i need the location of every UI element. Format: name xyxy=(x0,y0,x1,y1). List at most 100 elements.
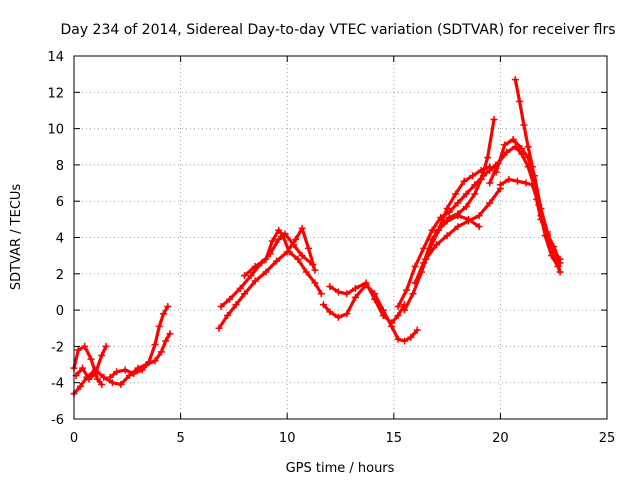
data-point-marker xyxy=(420,244,428,252)
data-point-marker xyxy=(217,302,225,310)
series-track-i xyxy=(326,279,408,327)
axis-ticks: 0 5 10 15 20 25 -6 -4 -2 0 2 4 6 8 10 12 14 xyxy=(47,50,615,446)
data-series xyxy=(70,76,564,398)
data-point-marker xyxy=(411,279,419,287)
data-point-marker xyxy=(102,342,110,350)
data-point-marker xyxy=(145,359,153,367)
y-axis-label: SDTVAR / TECUs xyxy=(9,184,24,291)
data-point-marker xyxy=(326,308,334,316)
data-point-marker xyxy=(413,326,421,334)
data-point-marker xyxy=(403,286,411,294)
data-point-marker xyxy=(294,255,302,263)
y-tick-label: 10 xyxy=(47,123,64,138)
x-tick-label: 0 xyxy=(70,431,78,446)
data-point-marker xyxy=(454,199,462,207)
y-tick-label: 2 xyxy=(56,268,64,283)
data-point-marker xyxy=(420,259,428,267)
data-point-marker xyxy=(79,364,87,372)
data-point-marker xyxy=(241,290,249,298)
data-point-marker xyxy=(509,135,517,143)
data-point-marker xyxy=(548,252,556,260)
data-point-marker xyxy=(334,313,342,321)
data-point-marker xyxy=(428,226,436,234)
data-point-marker xyxy=(394,302,402,310)
plot-frame xyxy=(73,55,608,420)
data-point-marker xyxy=(533,195,541,203)
series-track-k xyxy=(400,163,494,314)
data-point-marker xyxy=(117,381,125,389)
data-point-marker xyxy=(98,381,106,389)
data-point-marker xyxy=(309,261,317,269)
x-tick-label: 5 xyxy=(176,431,184,446)
data-point-marker xyxy=(556,268,564,276)
data-point-marker xyxy=(400,306,408,314)
data-point-marker xyxy=(317,290,325,298)
data-point-marker xyxy=(275,226,283,234)
data-point-marker xyxy=(351,293,359,301)
data-point-marker xyxy=(379,312,387,320)
data-point-marker xyxy=(522,179,530,187)
y-tick-label: -6 xyxy=(51,413,64,428)
y-tick-label: 0 xyxy=(56,304,64,319)
data-point-marker xyxy=(108,379,116,387)
data-point-marker xyxy=(550,246,558,254)
data-point-marker xyxy=(443,204,451,212)
series-line xyxy=(108,304,170,379)
data-point-marker xyxy=(454,223,462,231)
data-point-marker xyxy=(428,235,436,243)
y-tick-label: 8 xyxy=(56,159,64,174)
data-point-marker xyxy=(454,212,462,220)
data-point-marker xyxy=(505,175,513,183)
series-line xyxy=(498,177,560,269)
data-point-marker xyxy=(432,241,440,249)
data-point-marker xyxy=(76,382,84,390)
data-point-marker xyxy=(537,215,545,223)
data-point-marker xyxy=(311,279,319,287)
x-tick-label: 25 xyxy=(599,431,616,446)
data-point-marker xyxy=(543,232,551,240)
data-point-marker xyxy=(262,255,270,263)
y-tick-label: -2 xyxy=(51,340,64,355)
data-point-marker xyxy=(528,163,536,171)
data-point-marker xyxy=(151,357,159,365)
x-axis-label: GPS time / hours xyxy=(286,461,395,476)
series-track-r xyxy=(511,76,564,263)
data-point-marker xyxy=(298,252,306,260)
data-point-marker xyxy=(224,312,232,320)
series-track-a xyxy=(70,330,174,398)
data-point-marker xyxy=(311,266,319,274)
data-point-marker xyxy=(151,341,159,349)
data-point-marker xyxy=(74,346,82,354)
data-point-marker xyxy=(162,337,170,345)
data-point-marker xyxy=(554,263,562,271)
series-track-q xyxy=(496,175,562,271)
data-point-marker xyxy=(486,199,494,207)
data-point-marker xyxy=(503,148,511,156)
series-line xyxy=(328,281,407,325)
data-point-marker xyxy=(501,141,509,149)
data-point-marker xyxy=(513,177,521,185)
data-point-marker xyxy=(251,277,259,285)
data-point-marker xyxy=(388,319,396,327)
data-point-marker xyxy=(411,263,419,271)
series-track-d xyxy=(106,302,172,381)
data-point-marker xyxy=(371,295,379,303)
data-point-marker xyxy=(477,175,485,183)
data-point-marker xyxy=(273,257,281,265)
data-point-marker xyxy=(87,355,95,363)
series-track-g xyxy=(241,226,325,298)
data-point-marker xyxy=(486,179,494,187)
y-tick-label: -4 xyxy=(51,377,64,392)
data-point-marker xyxy=(394,312,402,320)
data-point-marker xyxy=(556,255,564,263)
data-point-marker xyxy=(511,76,519,84)
data-point-marker xyxy=(121,366,129,374)
data-point-marker xyxy=(302,268,310,276)
data-point-marker xyxy=(262,268,270,276)
data-point-marker xyxy=(407,333,415,341)
data-point-marker xyxy=(475,223,483,231)
data-point-marker xyxy=(394,335,402,343)
data-point-marker xyxy=(130,370,138,378)
data-point-marker xyxy=(462,190,470,198)
series-line xyxy=(424,186,502,261)
